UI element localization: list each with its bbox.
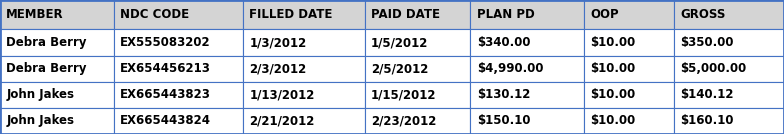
Bar [470, 108, 584, 134]
Text: $4,990.00: $4,990.00 [477, 62, 543, 75]
Bar [114, 56, 243, 82]
Text: $10.00: $10.00 [590, 88, 636, 101]
Text: $350.00: $350.00 [681, 36, 734, 49]
Bar [0, 82, 114, 108]
Text: OOP: OOP [590, 8, 619, 21]
Bar [584, 108, 674, 134]
Text: 2/23/2012: 2/23/2012 [371, 114, 436, 127]
Bar [114, 82, 243, 108]
Bar [470, 0, 584, 29]
Text: MEMBER: MEMBER [6, 8, 64, 21]
Text: 1/3/2012: 1/3/2012 [249, 36, 307, 49]
Text: John Jakes: John Jakes [6, 114, 74, 127]
Bar [365, 82, 470, 108]
Bar [584, 29, 674, 56]
Text: EX665443824: EX665443824 [120, 114, 211, 127]
Text: $140.12: $140.12 [681, 88, 734, 101]
Text: FILLED DATE: FILLED DATE [249, 8, 332, 21]
Text: 2/21/2012: 2/21/2012 [249, 114, 314, 127]
Text: 1/15/2012: 1/15/2012 [371, 88, 437, 101]
Bar [584, 56, 674, 82]
Bar [0, 0, 114, 29]
Text: $150.10: $150.10 [477, 114, 530, 127]
Text: EX555083202: EX555083202 [120, 36, 211, 49]
Text: $5,000.00: $5,000.00 [681, 62, 747, 75]
Bar [365, 56, 470, 82]
Text: Debra Berry: Debra Berry [6, 62, 87, 75]
Text: John Jakes: John Jakes [6, 88, 74, 101]
Text: 1/5/2012: 1/5/2012 [371, 36, 428, 49]
Bar [365, 29, 470, 56]
Bar [470, 56, 584, 82]
Bar [0, 29, 114, 56]
Bar [243, 29, 365, 56]
Bar [584, 82, 674, 108]
Bar [0, 56, 114, 82]
Text: $340.00: $340.00 [477, 36, 530, 49]
Bar [365, 0, 470, 29]
Bar [243, 56, 365, 82]
Text: NDC CODE: NDC CODE [120, 8, 189, 21]
Bar [674, 0, 784, 29]
Bar [470, 82, 584, 108]
Text: $160.10: $160.10 [681, 114, 734, 127]
Text: $130.12: $130.12 [477, 88, 530, 101]
Text: PLAN PD: PLAN PD [477, 8, 535, 21]
Text: $10.00: $10.00 [590, 62, 636, 75]
Bar [365, 108, 470, 134]
Bar [243, 82, 365, 108]
Text: $10.00: $10.00 [590, 36, 636, 49]
Bar [674, 82, 784, 108]
Bar [114, 0, 243, 29]
Bar [674, 56, 784, 82]
Text: $10.00: $10.00 [590, 114, 636, 127]
Bar [0, 108, 114, 134]
Bar [584, 0, 674, 29]
Text: 2/5/2012: 2/5/2012 [371, 62, 428, 75]
Text: Debra Berry: Debra Berry [6, 36, 87, 49]
Text: 1/13/2012: 1/13/2012 [249, 88, 314, 101]
Bar [243, 0, 365, 29]
Text: GROSS: GROSS [681, 8, 726, 21]
Bar [114, 108, 243, 134]
Text: EX665443823: EX665443823 [120, 88, 211, 101]
Bar [674, 29, 784, 56]
Text: PAID DATE: PAID DATE [371, 8, 440, 21]
Bar [114, 29, 243, 56]
Bar [470, 29, 584, 56]
Bar [243, 108, 365, 134]
Bar [674, 108, 784, 134]
Text: EX654456213: EX654456213 [120, 62, 211, 75]
Text: 2/3/2012: 2/3/2012 [249, 62, 307, 75]
